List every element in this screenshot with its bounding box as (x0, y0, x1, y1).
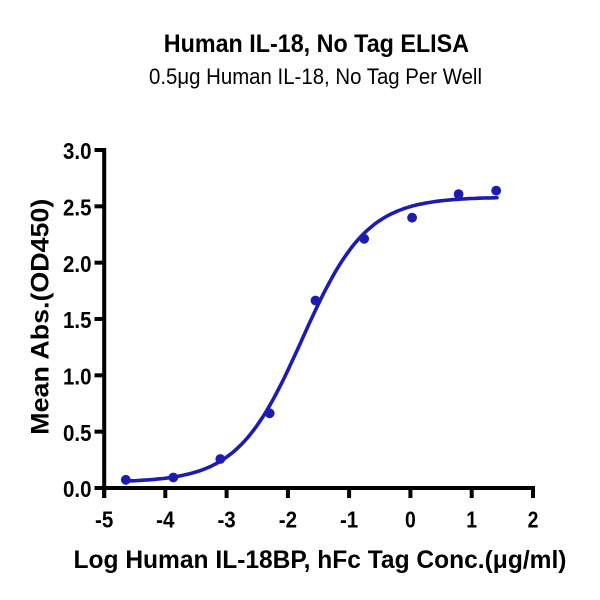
svg-text:-5: -5 (95, 506, 113, 532)
svg-text:0.5μg Human IL-18, No Tag Per: 0.5μg Human IL-18, No Tag Per Well (149, 64, 482, 89)
svg-text:0.0: 0.0 (63, 476, 92, 502)
svg-text:Human IL-18, No Tag ELISA: Human IL-18, No Tag ELISA (164, 30, 469, 58)
svg-text:-2: -2 (279, 506, 297, 532)
svg-text:-3: -3 (217, 506, 235, 532)
svg-text:1: 1 (466, 506, 477, 532)
svg-text:3.0: 3.0 (63, 138, 92, 164)
svg-text:1.5: 1.5 (63, 307, 92, 333)
svg-text:Log Human IL-18BP, hFc Tag Con: Log Human IL-18BP, hFc Tag Conc.(μg/ml) (74, 546, 567, 574)
svg-text:-1: -1 (340, 506, 358, 532)
svg-text:1.0: 1.0 (63, 364, 92, 390)
svg-text:2.5: 2.5 (63, 195, 92, 221)
svg-text:2.0: 2.0 (63, 251, 92, 277)
svg-text:2: 2 (528, 506, 539, 532)
svg-text:0.5: 0.5 (63, 420, 92, 446)
svg-text:Mean Abs.(OD450): Mean Abs.(OD450) (27, 199, 55, 435)
svg-text:0: 0 (405, 506, 416, 532)
svg-text:-4: -4 (156, 506, 174, 532)
